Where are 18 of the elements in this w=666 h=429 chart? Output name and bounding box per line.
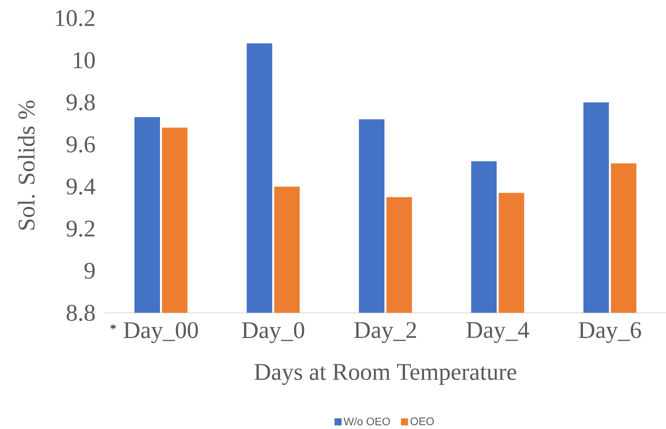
y-tick-label: 10 xyxy=(74,52,95,68)
x-tick-label: Day_00 xyxy=(124,322,198,344)
y-tick-label: 9.2 xyxy=(66,220,94,237)
x-axis-title: Days at Room Temperature xyxy=(254,364,516,385)
x-tick-label: Day_6 xyxy=(578,322,642,344)
x-tick-label: Day_4 xyxy=(466,322,530,343)
y-tick-label: 10.2 xyxy=(56,10,94,26)
text: * xyxy=(110,324,116,330)
y-tick-label: 9 xyxy=(84,262,95,279)
y-tick-label: 9.8 xyxy=(66,94,95,110)
legend-label: OEO xyxy=(410,417,434,426)
y-tick-label: 9.6 xyxy=(66,136,95,153)
legend-label: W/o OEO xyxy=(344,417,390,426)
x-tick-label: Day_2 xyxy=(354,322,416,344)
y-axis-title: Sol. Solids % xyxy=(18,100,35,230)
y-tick-label: 8.8 xyxy=(66,304,95,321)
x-tick-label: Day_0 xyxy=(242,322,304,344)
y-tick-label: 9.4 xyxy=(66,178,96,195)
